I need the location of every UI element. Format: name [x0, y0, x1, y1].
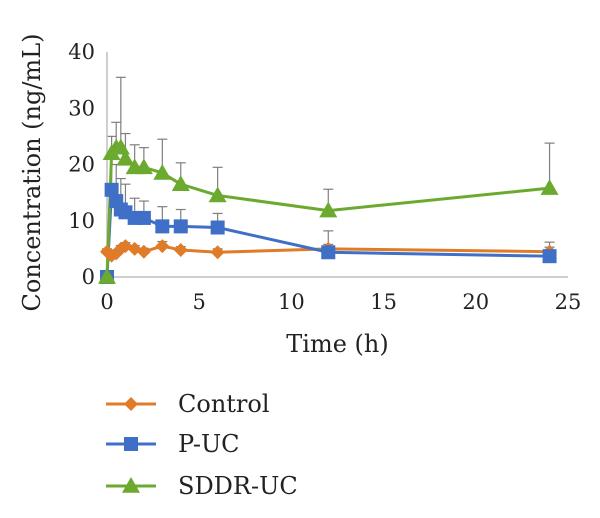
x-tick-label: 0	[100, 290, 113, 314]
error-bars	[102, 76, 555, 257]
legend-marker-control	[124, 397, 138, 411]
data-point-p-uc	[173, 219, 188, 234]
legend-marker-sddr-uc	[122, 477, 140, 493]
x-tick-label: 20	[462, 290, 489, 314]
data-point-sddr-uc	[98, 268, 116, 284]
data-point-sddr-uc	[153, 163, 172, 180]
data-point-control	[155, 239, 170, 254]
x-tick-label: 5	[193, 290, 206, 314]
data-point-sddr-uc	[319, 201, 338, 218]
data-point-sddr-uc	[116, 149, 135, 166]
y-axis-title: Concentration (ng/mL)	[18, 34, 46, 312]
y-tick-label: 20	[68, 153, 95, 177]
x-tick-label: 15	[370, 290, 397, 314]
data-point-sddr-uc	[134, 158, 153, 175]
data-point-control	[173, 243, 188, 257]
legend: Control P-UC SDDR-UC	[106, 390, 298, 500]
data-point-p-uc	[210, 220, 225, 235]
legend-marker	[122, 477, 140, 493]
legend-item-p-uc: P-UC	[106, 430, 240, 458]
legend-label: Control	[178, 390, 270, 418]
y-tick-label: 10	[68, 209, 95, 233]
legend-label: SDDR-UC	[178, 472, 298, 500]
data-point-sddr-uc	[171, 175, 190, 191]
y-tick-label: 30	[68, 96, 95, 120]
y-tick-label: 40	[68, 40, 95, 64]
data-point-p-uc	[136, 210, 151, 225]
legend-marker	[124, 397, 138, 411]
data-point-control	[136, 244, 151, 259]
series-markers	[98, 138, 559, 284]
y-axis-ticks: 0 10 20 30 40	[68, 40, 95, 289]
data-point-sddr-uc	[540, 179, 559, 195]
y-tick-label: 0	[82, 265, 95, 289]
x-axis-title: Time (h)	[286, 330, 388, 358]
x-tick-label: 25	[555, 290, 582, 314]
axes	[106, 52, 568, 278]
data-point-p-uc	[321, 245, 336, 260]
data-point-p-uc	[104, 182, 119, 197]
x-axis-ticks: 0 5 10 15 20 25	[100, 290, 581, 314]
legend-marker-p-uc	[124, 437, 138, 451]
data-point-control	[210, 245, 225, 260]
legend-item-sddr-uc: SDDR-UC	[106, 472, 298, 500]
data-point-p-uc	[542, 249, 557, 264]
legend-marker	[124, 437, 138, 451]
legend-label: P-UC	[178, 430, 240, 458]
data-point-sddr-uc	[208, 186, 227, 203]
legend-item-control: Control	[106, 390, 270, 418]
x-tick-label: 10	[278, 290, 305, 314]
data-point-p-uc	[155, 219, 170, 234]
